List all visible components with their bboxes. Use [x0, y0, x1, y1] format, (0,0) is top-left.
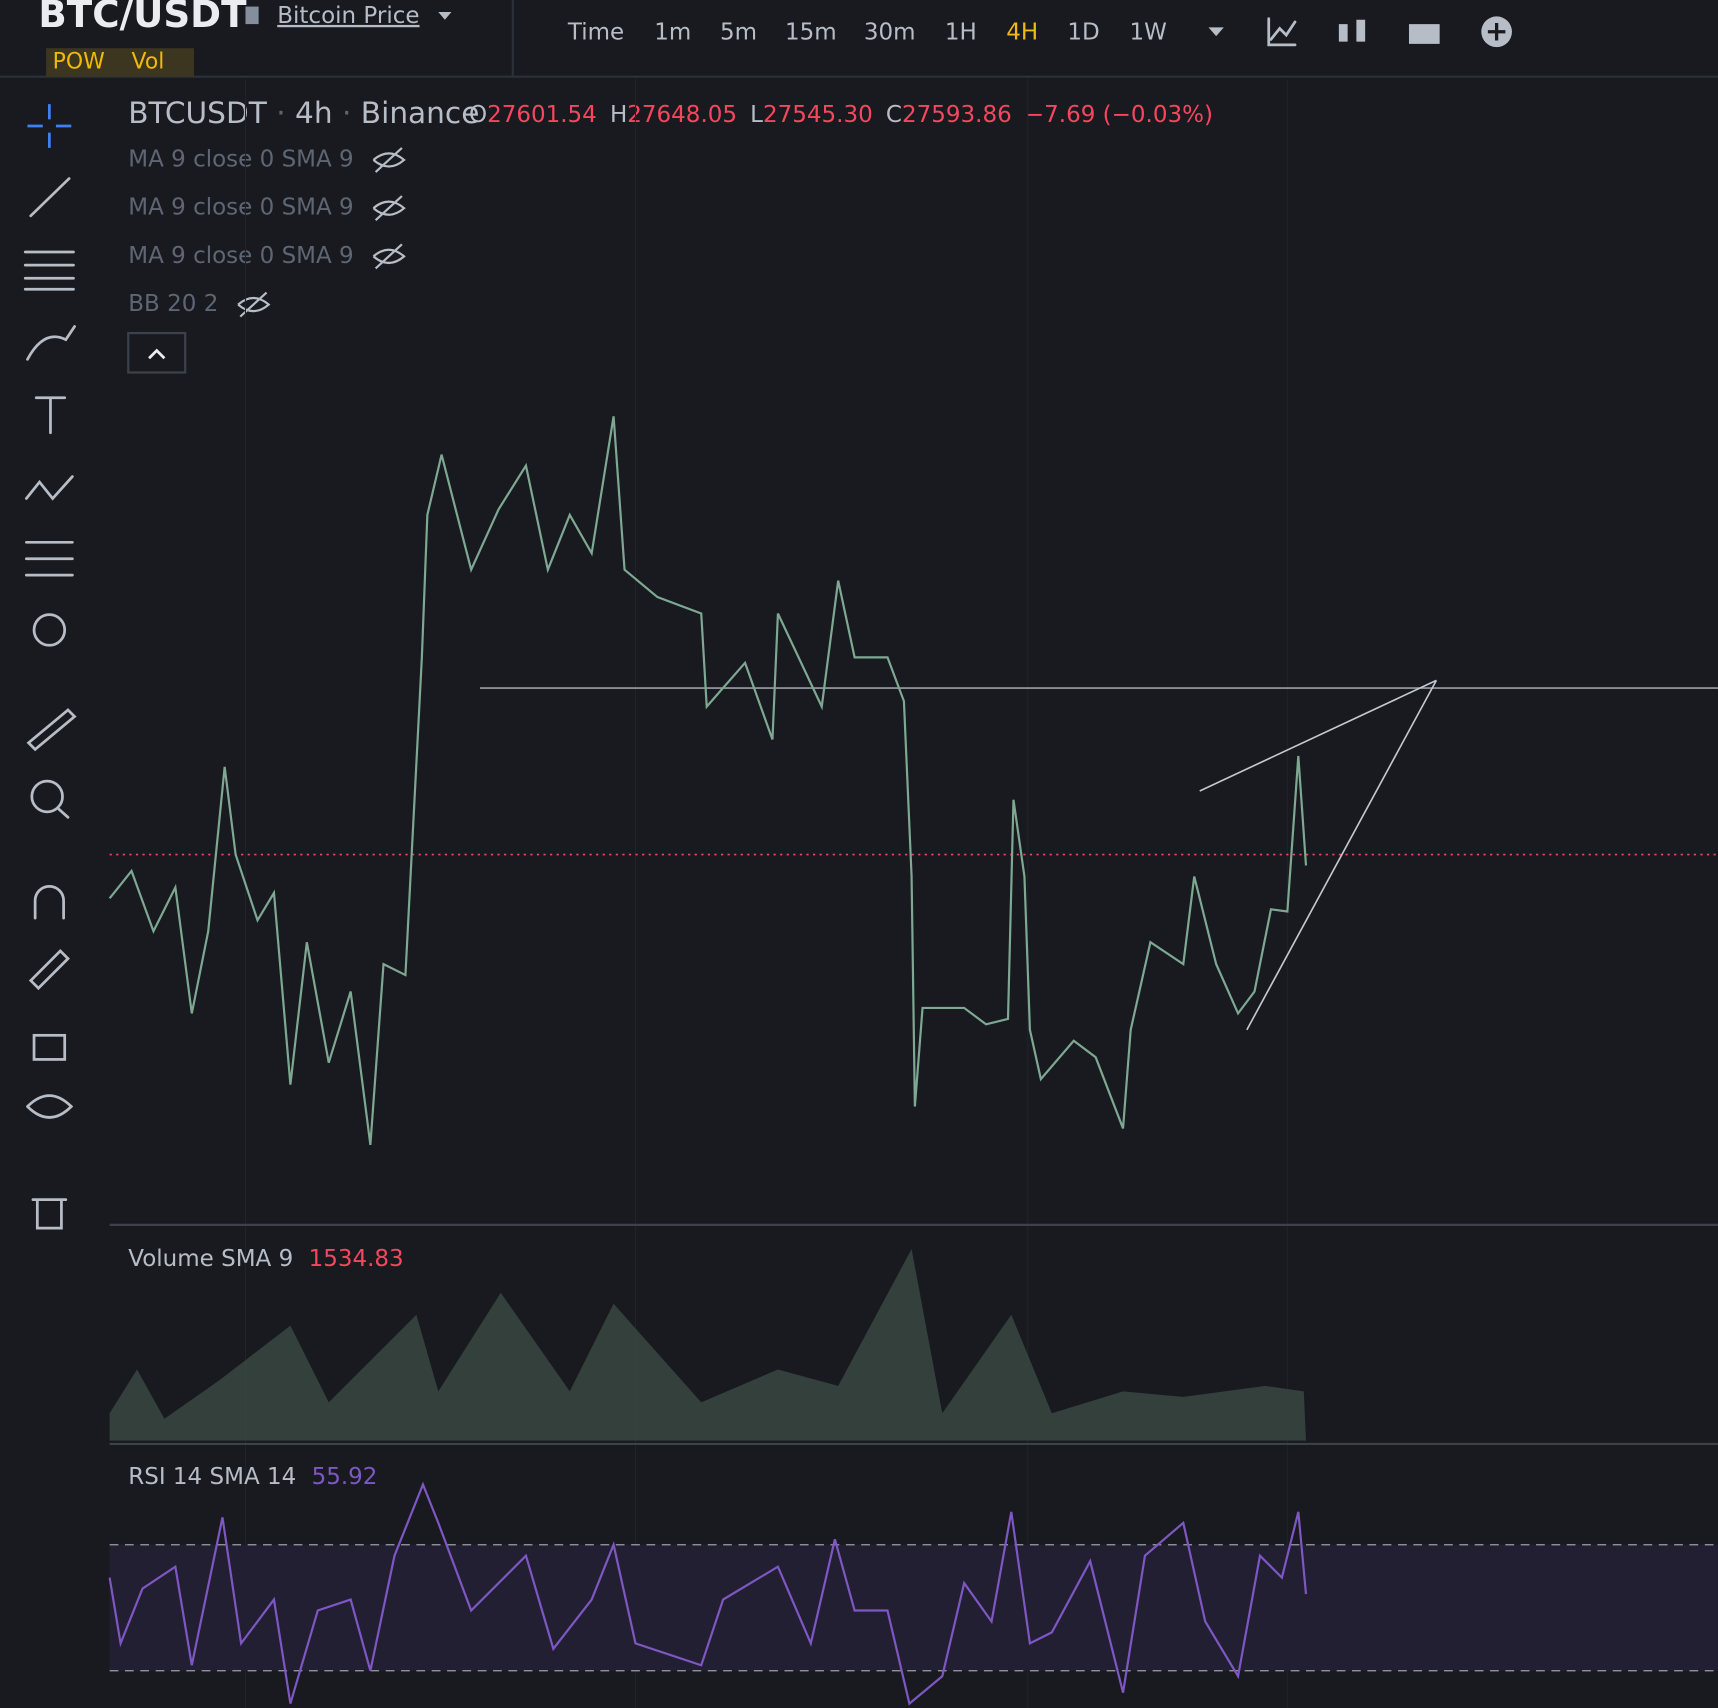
- brush-tool[interactable]: [26, 325, 76, 361]
- tag[interactable]: Vol: [132, 49, 165, 74]
- hide-icon[interactable]: [237, 291, 271, 318]
- ruler-tool[interactable]: [26, 708, 77, 752]
- ohlc-label: O: [469, 102, 487, 128]
- ohlc-label: C: [886, 102, 902, 128]
- camera-icon[interactable]: [1408, 24, 1440, 44]
- volume-label: Volume SMA 9: [128, 1245, 293, 1271]
- dropdown[interactable]: [438, 12, 452, 20]
- rsi-series: [108, 1481, 1308, 1706]
- more[interactable]: [1208, 27, 1224, 37]
- timeframe[interactable]: 1H: [945, 19, 977, 45]
- magnet-tool[interactable]: [33, 885, 65, 920]
- collapse-button[interactable]: [127, 331, 187, 374]
- cross-tool[interactable]: [27, 104, 72, 148]
- legend-exchange: Binance: [361, 95, 480, 129]
- icon: [245, 6, 259, 25]
- rsi-label: RSI 14 SMA 14: [128, 1463, 296, 1489]
- candle-icon[interactable]: [1338, 19, 1366, 42]
- tag-box: [46, 48, 194, 77]
- timeframe[interactable]: 15m: [785, 19, 837, 45]
- rsi-legend: RSI 14 SMA 14 55.92: [128, 1463, 377, 1489]
- zoom-handle: [56, 807, 70, 819]
- trash-tool[interactable]: [31, 1198, 68, 1230]
- hide-icon[interactable]: [372, 243, 406, 270]
- hide-icon[interactable]: [372, 195, 406, 222]
- sep: ·: [333, 95, 361, 129]
- zoom-tool[interactable]: [30, 779, 64, 814]
- hide-icon[interactable]: [372, 147, 406, 173]
- indicator: MA 9 close 0 SMA 9: [128, 146, 353, 172]
- timeframe[interactable]: Time: [567, 19, 624, 45]
- symbol: BTC/USDT: [38, 0, 247, 36]
- timeframe[interactable]: 5m: [720, 19, 757, 45]
- pattern-tool[interactable]: [24, 475, 74, 501]
- ohlc-value: 27593.86: [902, 102, 1012, 128]
- tag[interactable]: POW: [53, 49, 105, 74]
- legend-interval: 4h: [295, 95, 333, 129]
- collapse-arrow: [148, 348, 166, 360]
- rsi-band: [109, 1544, 1718, 1671]
- indicator-icon[interactable]: [1267, 17, 1297, 47]
- trend-lines: [1199, 679, 1438, 1031]
- timeframe[interactable]: 30m: [864, 19, 916, 45]
- price-link[interactable]: Bitcoin Price: [277, 3, 419, 29]
- indicator: BB 20 2: [128, 291, 218, 317]
- volume-legend: Volume SMA 9 1534.83: [128, 1245, 403, 1271]
- timeframe[interactable]: 1W: [1130, 19, 1167, 45]
- forecast-tool[interactable]: [24, 540, 74, 577]
- toolbar: [23, 104, 77, 1230]
- fib-tool[interactable]: [23, 250, 75, 291]
- volume-series: [109, 1248, 1306, 1441]
- ohlc-label: H: [610, 102, 627, 128]
- rsi-bounds: [109, 1544, 1718, 1672]
- legend-symbol: BTCUSDT: [128, 95, 267, 129]
- line-tool[interactable]: [29, 177, 71, 218]
- ohlc-value: 27648.05: [627, 102, 737, 128]
- ohlc-label: L: [750, 102, 763, 128]
- price-series: [108, 416, 1308, 1146]
- ohlc-value: 27601.54: [487, 102, 597, 128]
- eye-tool[interactable]: [26, 1094, 74, 1119]
- text-tool[interactable]: [34, 396, 67, 435]
- volume-value: 1534.83: [309, 1245, 404, 1271]
- change: −7.69 (−0.03%): [1025, 102, 1213, 128]
- indicator: MA 9 close 0 SMA 9: [128, 243, 353, 269]
- legend: BTCUSDT · 4h · Binance: [128, 95, 479, 129]
- lock-tool[interactable]: [32, 1033, 67, 1061]
- timeframe[interactable]: 4H: [1006, 19, 1038, 45]
- ohlc: O27601.54 H27648.05 L27545.30 C27593.86 −7.6…: [469, 102, 1213, 128]
- sep: ·: [267, 95, 295, 129]
- indicator: MA 9 close 0 SMA 9: [128, 195, 353, 221]
- lock-draw-tool[interactable]: [28, 949, 70, 991]
- rsi-value: 55.92: [312, 1463, 378, 1489]
- timeframe[interactable]: 1D: [1067, 19, 1099, 45]
- ohlc-value: 27545.30: [763, 102, 873, 128]
- add-plus: [1487, 23, 1506, 41]
- timeframe[interactable]: 1m: [654, 19, 691, 45]
- emoji-tool[interactable]: [32, 613, 67, 647]
